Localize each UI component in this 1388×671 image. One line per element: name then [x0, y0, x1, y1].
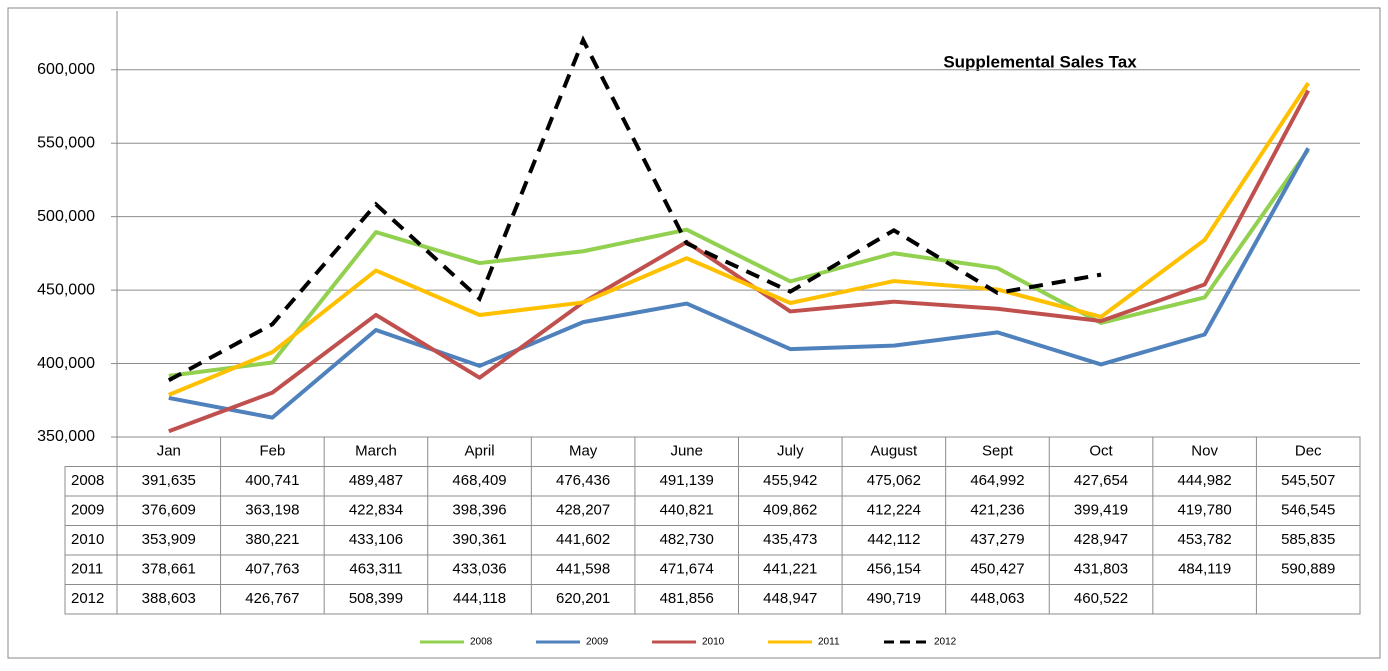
series-line: [167, 35, 1102, 383]
table-cell: 407,763: [245, 561, 299, 578]
table-cell: 419,780: [1178, 502, 1232, 519]
table-cell: 426,767: [245, 590, 299, 607]
x-tick-label: Jan: [157, 443, 181, 460]
x-tick-label: Oct: [1089, 443, 1113, 460]
table-cell: 412,224: [867, 502, 921, 519]
table-cell: 363,198: [245, 502, 299, 519]
table-cell: 590,889: [1281, 561, 1335, 578]
table-cell: 448,063: [970, 590, 1024, 607]
table-cell: 427,654: [1074, 472, 1128, 489]
table-cell: 464,992: [970, 472, 1024, 489]
table-cell: 435,473: [763, 531, 817, 548]
table-cell: 585,835: [1281, 531, 1335, 548]
table-cell: 508,399: [349, 590, 403, 607]
chart-title: Supplemental Sales Tax: [943, 52, 1137, 71]
table-cell: 441,602: [556, 531, 610, 548]
legend-label: 2011: [818, 637, 840, 648]
table-cell: 388,603: [142, 590, 196, 607]
table-cell: 546,545: [1281, 502, 1335, 519]
table-cell: 471,674: [660, 561, 714, 578]
y-tick-label: 400,000: [37, 355, 95, 372]
table-cell: 489,487: [349, 472, 403, 489]
x-tick-label: June: [670, 443, 703, 460]
table-cell: 409,862: [763, 502, 817, 519]
table-row-label: 2011: [71, 561, 103, 578]
table-cell: 545,507: [1281, 472, 1335, 489]
x-tick-label: Sept: [982, 443, 1014, 460]
table-cell: 450,427: [970, 561, 1024, 578]
table-cell: 491,139: [660, 472, 714, 489]
table-cell: 476,436: [556, 472, 610, 489]
table-cell: 431,803: [1074, 561, 1128, 578]
x-tick-label: May: [569, 443, 598, 460]
table-cell: 455,942: [763, 472, 817, 489]
x-tick-label: Dec: [1295, 443, 1322, 460]
series-line: [168, 148, 1310, 378]
table-row-label: 2010: [71, 531, 104, 548]
x-tick-label: March: [355, 443, 397, 460]
table-cell: 391,635: [142, 472, 196, 489]
table-cell: 448,947: [763, 590, 817, 607]
table-cell: 463,311: [349, 561, 402, 578]
x-tick-label: April: [465, 443, 495, 460]
table-cell: 400,741: [245, 472, 299, 489]
y-tick-label: 450,000: [37, 281, 95, 298]
legend-label: 2010: [702, 637, 725, 648]
table-row-label: 2012: [71, 590, 104, 607]
table-cell: 620,201: [556, 590, 610, 607]
table-cell: 468,409: [452, 472, 506, 489]
legend-label: 2008: [470, 637, 493, 648]
table-cell: 440,821: [660, 502, 714, 519]
y-tick-label: 600,000: [37, 61, 95, 78]
table-cell: 353,909: [142, 531, 196, 548]
table-cell: 399,419: [1074, 502, 1128, 519]
table-cell: 398,396: [452, 502, 506, 519]
table-row-label: 2008: [71, 472, 104, 489]
series-line: [168, 89, 1310, 434]
table-cell: 441,221: [763, 561, 817, 578]
table-cell: 475,062: [867, 472, 921, 489]
table-cell: 456,154: [867, 561, 921, 578]
x-tick-label: July: [777, 443, 804, 460]
table-cell: 444,118: [453, 590, 506, 607]
table-cell: 444,982: [1178, 472, 1232, 489]
table-cell: 433,106: [349, 531, 403, 548]
table-cell: 433,036: [452, 561, 506, 578]
table-cell: 376,609: [142, 502, 196, 519]
table-cell: 390,361: [452, 531, 506, 548]
table-cell: 428,947: [1074, 531, 1128, 548]
series-line: [168, 147, 1310, 420]
table-row-label: 2009: [71, 502, 104, 519]
table-cell: 428,207: [556, 502, 610, 519]
table-cell: 437,279: [970, 531, 1024, 548]
table-cell: 484,119: [1178, 561, 1231, 578]
series-line: [168, 82, 1310, 397]
table-cell: 460,522: [1074, 590, 1128, 607]
x-tick-label: Feb: [259, 443, 285, 460]
table-cell: 482,730: [660, 531, 714, 548]
y-tick-label: 550,000: [37, 134, 95, 151]
legend-label: 2009: [586, 637, 609, 648]
x-tick-label: August: [871, 443, 919, 460]
y-tick-label: 350,000: [37, 428, 95, 445]
table-cell: 453,782: [1178, 531, 1232, 548]
table-cell: 378,661: [142, 561, 196, 578]
table-cell: 380,221: [245, 531, 299, 548]
table-cell: 441,598: [556, 561, 610, 578]
table-cell: 421,236: [970, 502, 1024, 519]
table-cell: 442,112: [867, 531, 920, 548]
legend-label: 2012: [934, 637, 957, 648]
chart-border: [7, 7, 1381, 659]
table-cell: 490,719: [867, 590, 921, 607]
table-cell: 422,834: [349, 502, 403, 519]
y-tick-label: 500,000: [37, 208, 95, 225]
table-cell: 481,856: [660, 590, 714, 607]
x-tick-label: Nov: [1191, 443, 1218, 460]
